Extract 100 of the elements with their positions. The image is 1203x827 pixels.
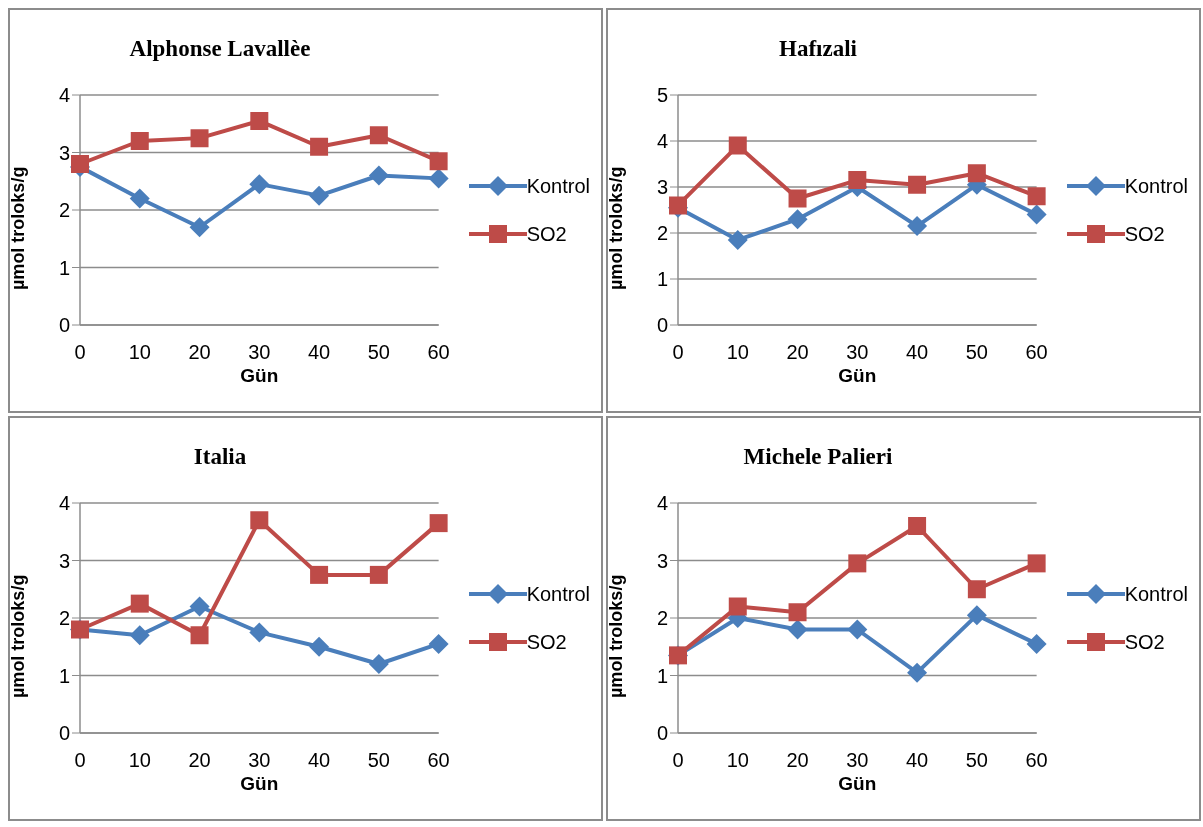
x-tick-label: 20 xyxy=(188,341,211,364)
x-tick-label: 50 xyxy=(367,341,390,364)
x-axis-title: Gün xyxy=(240,365,279,386)
x-tick-label: 10 xyxy=(726,341,749,364)
y-tick-label: 2 xyxy=(656,607,668,630)
x-tick-label: 30 xyxy=(248,749,271,772)
point xyxy=(967,164,986,183)
point xyxy=(429,152,448,171)
x-tick-label: 0 xyxy=(74,749,86,772)
point xyxy=(787,619,808,640)
point xyxy=(966,605,987,626)
point xyxy=(129,188,150,209)
legend-label: Kontrol xyxy=(526,174,590,198)
point xyxy=(848,554,867,573)
x-tick-label: 60 xyxy=(427,749,450,772)
point xyxy=(429,514,448,533)
y-tick-label: 2 xyxy=(656,222,668,245)
y-tick-label: 4 xyxy=(58,492,70,515)
y-tick-label: 0 xyxy=(656,314,668,337)
point xyxy=(130,132,149,150)
y-tick-label: 1 xyxy=(58,664,70,687)
x-tick-label: 10 xyxy=(726,749,749,772)
x-tick-label: 40 xyxy=(905,341,929,364)
y-tick-label: 2 xyxy=(58,607,70,630)
point xyxy=(189,596,210,617)
point xyxy=(1027,554,1046,573)
x-tick-label: 0 xyxy=(672,341,684,364)
y-tick-label: 3 xyxy=(656,176,668,199)
legend-label: SO2 xyxy=(1124,630,1165,654)
point xyxy=(368,165,389,186)
point xyxy=(71,155,89,173)
chart-title: Michele Palieri xyxy=(742,444,894,470)
x-tick-label: 60 xyxy=(1025,749,1048,772)
point xyxy=(190,626,209,645)
legend-label: Kontrol xyxy=(526,582,590,606)
x-tick-label: 40 xyxy=(307,341,331,364)
x-tick-label: 30 xyxy=(846,749,869,772)
y-tick-label: 0 xyxy=(656,722,668,745)
y-tick-label: 1 xyxy=(656,268,668,291)
point xyxy=(309,185,330,206)
point xyxy=(1026,204,1047,225)
point xyxy=(788,603,807,622)
x-tick-label: 60 xyxy=(1025,341,1048,364)
point xyxy=(249,622,270,643)
point xyxy=(189,217,210,238)
y-axis-title: µmol troloks/g xyxy=(8,166,29,290)
legend-label: SO2 xyxy=(526,630,567,654)
point xyxy=(1026,633,1047,654)
point xyxy=(250,511,269,530)
point xyxy=(190,129,209,148)
x-tick-label: 50 xyxy=(965,341,988,364)
point xyxy=(967,580,986,599)
x-axis-title: Gün xyxy=(838,365,877,386)
point xyxy=(908,175,927,194)
y-axis-title: µmol troloks/g xyxy=(606,574,627,698)
point xyxy=(727,229,748,250)
x-tick-label: 30 xyxy=(248,341,271,364)
point xyxy=(1027,187,1046,206)
chart-title: Alphonse Lavallèe xyxy=(128,36,312,62)
x-tick-label: 20 xyxy=(188,749,211,772)
y-tick-label: 3 xyxy=(58,141,70,164)
y-tick-label: 0 xyxy=(58,314,70,337)
y-tick-label: 3 xyxy=(58,549,70,572)
point xyxy=(368,654,389,674)
point xyxy=(428,168,449,189)
legend-label: Kontrol xyxy=(1124,582,1188,606)
x-tick-label: 30 xyxy=(846,341,869,364)
point xyxy=(310,565,329,584)
chart-title: Italia xyxy=(192,444,248,470)
x-tick-label: 50 xyxy=(965,749,988,772)
y-tick-label: 5 xyxy=(656,84,668,107)
point xyxy=(129,625,150,646)
x-tick-label: 60 xyxy=(427,341,450,364)
y-tick-label: 4 xyxy=(656,130,668,153)
y-tick-label: 1 xyxy=(656,664,668,687)
point xyxy=(369,126,388,145)
y-tick-label: 4 xyxy=(58,84,70,107)
point xyxy=(728,597,747,616)
point xyxy=(908,517,927,535)
y-tick-label: 2 xyxy=(58,199,70,222)
point xyxy=(369,565,388,584)
point xyxy=(907,216,928,237)
x-tick-label: 0 xyxy=(672,749,684,772)
legend-label: Kontrol xyxy=(1124,174,1188,198)
legend-label: SO2 xyxy=(1124,222,1165,246)
x-tick-label: 20 xyxy=(786,749,809,772)
x-tick-label: 20 xyxy=(786,341,809,364)
point xyxy=(130,594,149,613)
point xyxy=(309,636,330,657)
x-tick-label: 10 xyxy=(128,749,151,772)
x-tick-label: 10 xyxy=(128,341,151,364)
y-tick-label: 3 xyxy=(656,549,668,572)
point xyxy=(249,174,270,195)
x-axis-title: Gün xyxy=(838,773,877,794)
legend-label: SO2 xyxy=(526,222,567,246)
y-tick-label: 4 xyxy=(656,492,668,515)
x-tick-label: 50 xyxy=(367,749,390,772)
point xyxy=(848,171,867,190)
y-axis-title: µmol troloks/g xyxy=(606,166,627,290)
y-tick-label: 1 xyxy=(58,256,70,279)
